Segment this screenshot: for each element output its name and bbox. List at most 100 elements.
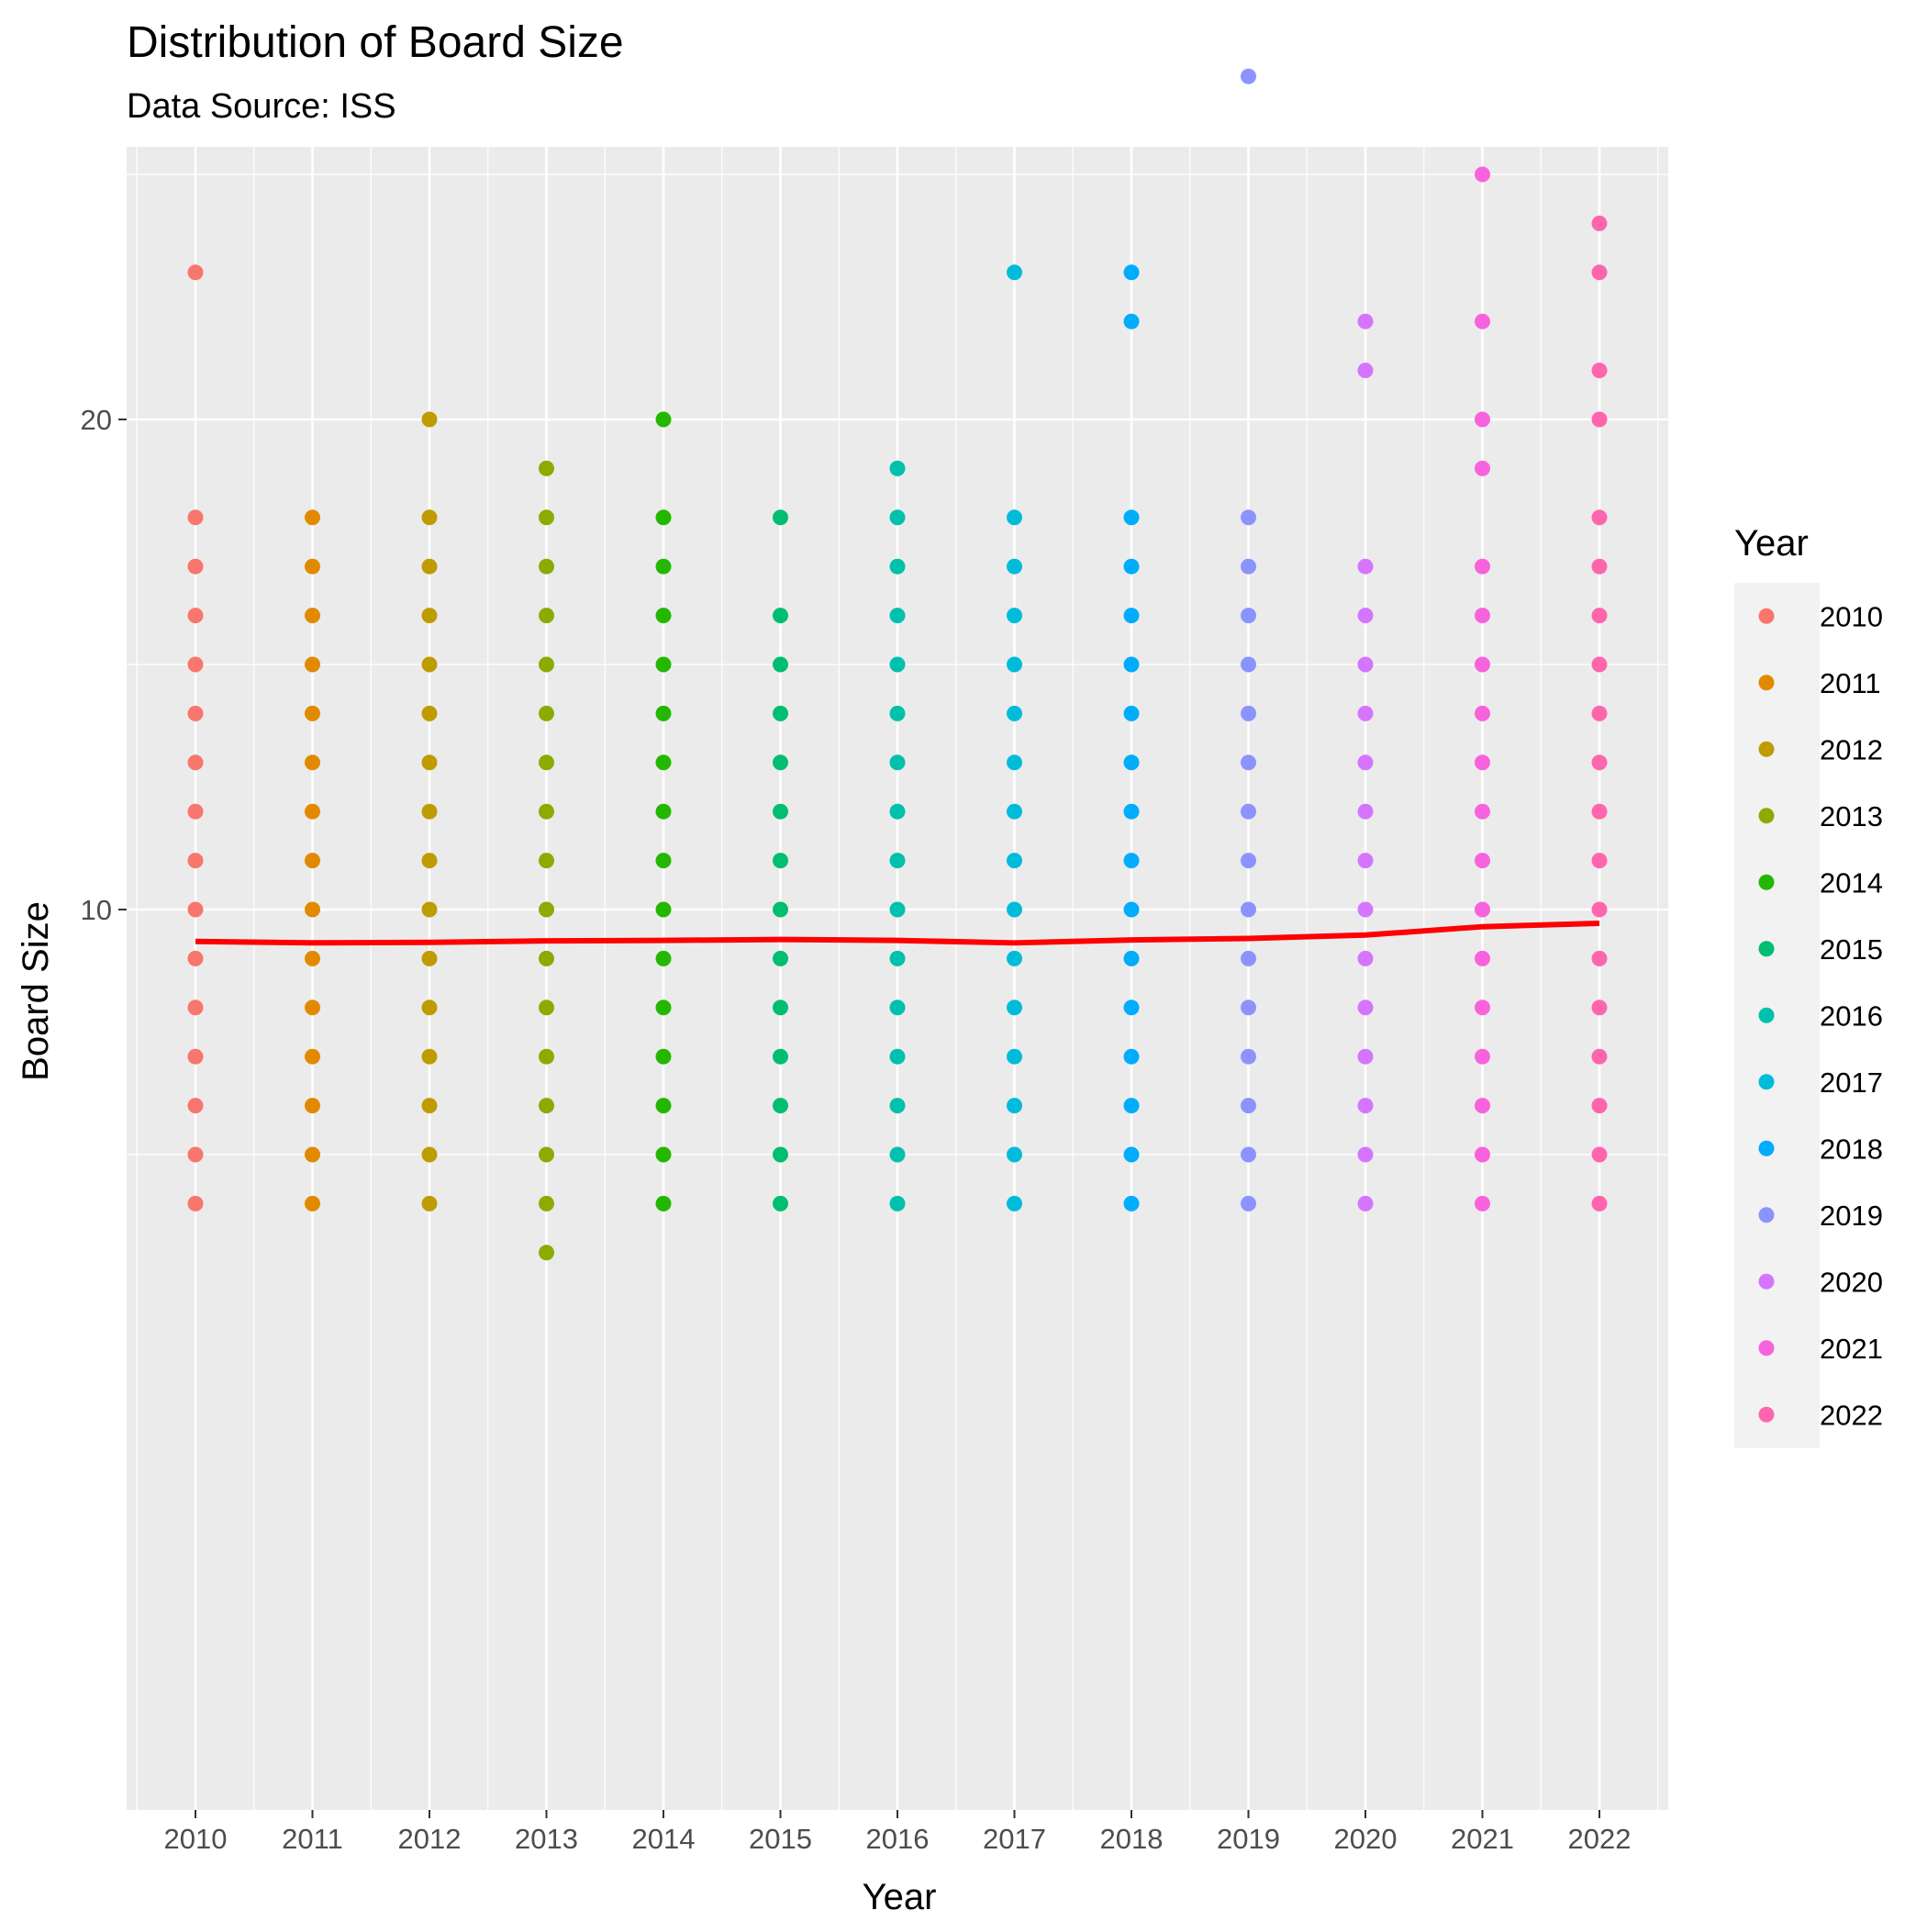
legend-label-2013: 2013	[1820, 800, 1883, 832]
point-2022-9	[1591, 950, 1608, 966]
legend-key-2012	[1758, 741, 1775, 757]
point-2014-8	[655, 1000, 672, 1016]
point-2017-7	[1007, 1048, 1022, 1065]
point-2021-17	[1475, 558, 1490, 575]
point-2012-8	[421, 1000, 438, 1016]
point-2021-7	[1475, 1048, 1490, 1065]
point-2015-7	[773, 1048, 788, 1065]
point-2011-17	[305, 558, 320, 575]
point-2012-9	[421, 950, 438, 966]
point-2019-13	[1241, 754, 1256, 771]
point-2011-7	[305, 1048, 320, 1065]
point-2013-8	[539, 1000, 554, 1016]
point-2011-8	[305, 1000, 320, 1016]
point-2022-21	[1591, 363, 1608, 379]
point-2010-18	[187, 509, 204, 526]
point-2011-14	[305, 705, 320, 721]
point-2021-25	[1475, 166, 1490, 183]
point-2017-13	[1007, 754, 1022, 771]
point-2018-5	[1123, 1146, 1140, 1163]
series-2019	[1241, 68, 1256, 1212]
point-2022-20	[1591, 411, 1608, 428]
x-tick-label: 2020	[1334, 1823, 1398, 1855]
point-2021-10	[1475, 901, 1490, 918]
point-2021-14	[1475, 705, 1490, 721]
legend-label-2015: 2015	[1820, 933, 1883, 966]
legend-label-2014: 2014	[1820, 866, 1883, 899]
point-2020-8	[1357, 1000, 1374, 1016]
legend-key-2021	[1758, 1340, 1775, 1357]
point-2022-15	[1591, 656, 1608, 673]
point-2021-6	[1475, 1098, 1490, 1114]
legend-key-2010	[1758, 608, 1775, 624]
legend-label-2010: 2010	[1820, 600, 1883, 632]
point-2022-4	[1591, 1195, 1608, 1212]
series-2020	[1357, 313, 1374, 1212]
x-tick-label: 2018	[1100, 1823, 1164, 1855]
point-2014-16	[655, 608, 672, 624]
y-tick-label: 20	[81, 404, 112, 436]
legend-item-2020: 2020	[1758, 1266, 1883, 1298]
point-2020-11	[1357, 853, 1374, 869]
point-2015-6	[773, 1098, 788, 1114]
legend-title: Year	[1734, 523, 1809, 564]
point-2015-13	[773, 754, 788, 771]
point-2013-14	[539, 705, 554, 721]
point-2015-18	[773, 509, 788, 526]
point-2015-4	[773, 1195, 788, 1212]
point-2016-10	[889, 901, 906, 918]
legend-label-2021: 2021	[1820, 1333, 1883, 1365]
legend-item-2015: 2015	[1758, 933, 1883, 966]
point-2011-10	[305, 901, 320, 918]
series-2018	[1123, 264, 1140, 1212]
point-2010-17	[187, 558, 204, 575]
legend-key-2011	[1758, 675, 1775, 691]
x-tick-label: 2012	[398, 1823, 462, 1855]
legend-label-2019: 2019	[1820, 1200, 1883, 1232]
point-2014-5	[655, 1146, 672, 1163]
point-2022-18	[1591, 509, 1608, 526]
point-2019-4	[1241, 1195, 1256, 1212]
point-2014-4	[655, 1195, 672, 1212]
legend-label-2017: 2017	[1820, 1067, 1883, 1099]
point-2020-13	[1357, 754, 1374, 771]
point-2021-4	[1475, 1195, 1490, 1212]
point-2018-16	[1123, 608, 1140, 624]
point-2018-6	[1123, 1098, 1140, 1114]
axes: 1020302010201120122013201420152016201720…	[81, 404, 1632, 1855]
point-2020-9	[1357, 950, 1374, 966]
point-2013-18	[539, 509, 554, 526]
point-2010-5	[187, 1146, 204, 1163]
point-2011-11	[305, 853, 320, 869]
y-tick-label: 10	[81, 894, 112, 926]
point-2015-16	[773, 608, 788, 624]
point-2015-10	[773, 901, 788, 918]
x-tick-label: 2011	[282, 1823, 343, 1855]
point-2019-7	[1241, 1048, 1256, 1065]
chart-title: Distribution of Board Size	[127, 18, 624, 67]
point-2018-13	[1123, 754, 1140, 771]
legend: Year 2010 2011 2012 2013 2014 2015 2016 2017 201…	[1734, 523, 1883, 1448]
point-2013-9	[539, 950, 554, 966]
point-2019-16	[1241, 608, 1256, 624]
chart-subtitle: Data Source: ISS	[127, 87, 396, 126]
point-2020-21	[1357, 363, 1374, 379]
point-2012-12	[421, 803, 438, 820]
point-2017-12	[1007, 803, 1022, 820]
legend-key-2020	[1758, 1273, 1775, 1290]
point-2013-4	[539, 1195, 554, 1212]
legend-key-2017	[1758, 1074, 1775, 1090]
point-2011-13	[305, 754, 320, 771]
legend-key-2016	[1758, 1007, 1775, 1023]
point-2012-16	[421, 608, 438, 624]
point-2010-12	[187, 803, 204, 820]
point-2013-6	[539, 1098, 554, 1114]
point-2022-17	[1591, 558, 1608, 575]
point-2012-18	[421, 509, 438, 526]
legend-key-2018	[1758, 1140, 1775, 1156]
point-2017-15	[1007, 656, 1022, 673]
point-2019-12	[1241, 803, 1256, 820]
series-2015	[773, 509, 788, 1212]
point-2022-23	[1591, 264, 1608, 281]
point-2018-18	[1123, 509, 1140, 526]
